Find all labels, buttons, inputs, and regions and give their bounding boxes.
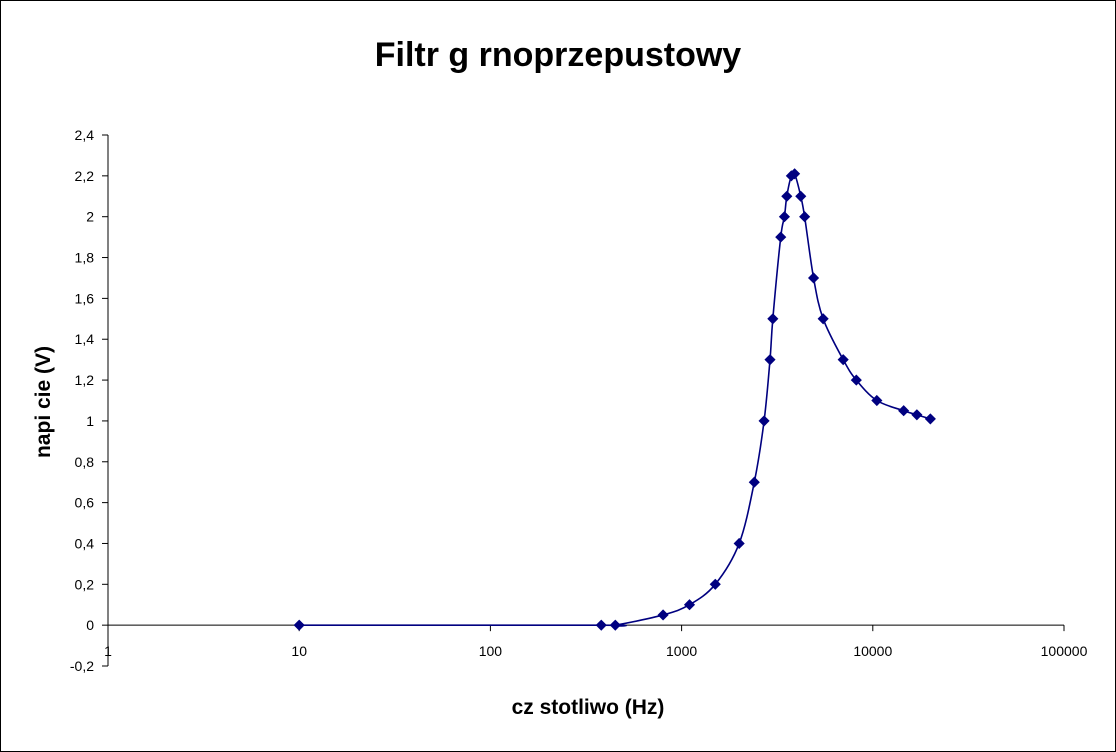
data-point <box>924 413 936 425</box>
y-tick-label: 0,6 <box>75 495 95 511</box>
x-tick-label: 1000 <box>666 643 697 659</box>
data-point <box>911 409 923 421</box>
data-point <box>733 537 745 550</box>
data-point <box>748 476 760 488</box>
y-tick-label: 2,2 <box>75 168 95 184</box>
series-line <box>299 171 931 627</box>
y-tick-label: 1,6 <box>75 290 95 306</box>
data-point <box>683 599 696 611</box>
y-axis-title: napi cie (V) <box>32 346 55 458</box>
data-point <box>898 405 910 417</box>
data-point <box>850 374 862 386</box>
x-tick-label: 100 <box>479 643 503 659</box>
axes: -0,2 0 0,2 0,4 0,6 0,8 1 1,2 1,4 1,6 1,8 2 2,2 2,4 1 10… <box>70 127 1088 674</box>
chart-title: Filtr g rnoprzepustowy <box>375 36 742 74</box>
y-tick-label: 0,4 <box>75 535 95 551</box>
data-point <box>758 415 770 427</box>
data-point <box>817 313 829 325</box>
data-point <box>781 190 793 202</box>
data-point <box>807 272 820 284</box>
data-point <box>657 609 669 621</box>
y-tick-label: 0 <box>86 617 94 633</box>
y-tick-label: 2,4 <box>75 127 95 143</box>
y-tick-label: 1,2 <box>75 372 95 388</box>
data-point <box>709 578 721 590</box>
y-tick-label: 1 <box>86 413 94 429</box>
data-point <box>609 619 621 631</box>
data-point <box>764 354 776 366</box>
data-point <box>795 190 807 202</box>
data-point <box>293 619 305 631</box>
data-point <box>799 211 811 223</box>
x-tick-label: 10000 <box>853 643 892 659</box>
y-tick-label: 1,4 <box>75 331 95 347</box>
x-tick-label: 100000 <box>1041 643 1088 659</box>
data-point <box>595 619 607 631</box>
y-tick-label: 0,8 <box>75 454 95 470</box>
x-axis-title: cz stotliwo (Hz) <box>512 696 665 719</box>
y-tick-label: 2 <box>86 209 94 225</box>
x-tick-label: 1 <box>104 643 112 659</box>
data-point <box>778 211 790 223</box>
data-point <box>775 231 787 243</box>
series-markers <box>293 168 936 631</box>
data-point <box>837 354 849 366</box>
y-tick-label: 0,2 <box>75 576 95 592</box>
data-point <box>767 313 779 325</box>
data-point <box>789 168 801 180</box>
data-point <box>871 394 883 407</box>
y-tick-label: -0,2 <box>70 658 94 674</box>
y-tick-label: 1,8 <box>75 250 95 266</box>
x-tick-label: 10 <box>291 643 307 659</box>
